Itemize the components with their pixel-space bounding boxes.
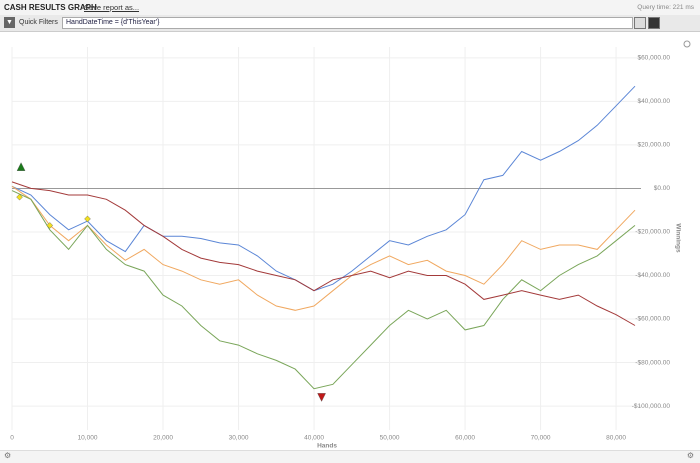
settings-icon[interactable]: ⚙ bbox=[4, 451, 12, 460]
x-tick-label: 70,000 bbox=[531, 435, 551, 442]
chart: Hands Winnings 0 10,000 20,000 30,000 40,000… bbox=[10, 40, 691, 450]
series-line bbox=[11, 181, 636, 326]
point-marker bbox=[84, 215, 91, 223]
y-tick-label: -$60,000.00 bbox=[635, 316, 670, 323]
x-tick-label: 0 bbox=[10, 435, 14, 442]
series-line bbox=[11, 190, 636, 390]
footer-bar: ⚙ ⚙ bbox=[0, 450, 700, 463]
point-marker bbox=[317, 393, 326, 402]
point-marker bbox=[46, 222, 54, 229]
y-tick-label: $20,000.00 bbox=[637, 142, 670, 149]
filter-bar: ▼ Quick Filters HandDateTime = {d'ThisYe… bbox=[0, 15, 700, 32]
zoom-icon[interactable] bbox=[683, 40, 691, 48]
report-title: CASH RESULTS GRAPH bbox=[4, 3, 97, 12]
y-tick-label: -$100,000.00 bbox=[632, 403, 671, 410]
x-tick-label: 80,000 bbox=[606, 435, 626, 442]
x-tick-label: 60,000 bbox=[455, 435, 475, 442]
options-icon[interactable]: ⚙ bbox=[686, 451, 694, 460]
x-tick-label: 30,000 bbox=[229, 435, 249, 442]
y-axis-title: Winnings bbox=[674, 223, 681, 253]
x-tick-label: 10,000 bbox=[78, 435, 98, 442]
x-tick-label: 50,000 bbox=[380, 435, 400, 442]
filter-icon[interactable]: ▼ bbox=[4, 17, 15, 28]
y-tick-label: $0.00 bbox=[654, 185, 671, 192]
series-line bbox=[11, 185, 636, 311]
point-marker bbox=[16, 193, 23, 201]
header-bar: CASH RESULTS GRAPH Save report as... Que… bbox=[0, 0, 700, 16]
y-tick-label: $60,000.00 bbox=[637, 55, 670, 62]
save-filter-button[interactable] bbox=[634, 17, 646, 29]
query-time: Query time: 221 ms bbox=[637, 4, 694, 11]
y-tick-label: -$40,000.00 bbox=[635, 272, 670, 279]
y-tick-label: -$80,000.00 bbox=[635, 359, 670, 366]
save-link[interactable]: Save report as... bbox=[84, 3, 140, 12]
y-tick-label: -$20,000.00 bbox=[635, 229, 670, 236]
x-tick-label: 20,000 bbox=[153, 435, 173, 442]
filter-input[interactable]: HandDateTime = {d'ThisYear'} bbox=[62, 17, 633, 29]
x-axis-title: Hands bbox=[317, 443, 337, 450]
filter-label[interactable]: Quick Filters bbox=[19, 19, 58, 26]
point-marker bbox=[16, 162, 26, 171]
clear-filter-button[interactable] bbox=[648, 17, 660, 29]
x-tick-label: 40,000 bbox=[304, 435, 324, 442]
y-tick-label: $40,000.00 bbox=[637, 98, 670, 105]
series-line bbox=[11, 85, 636, 292]
